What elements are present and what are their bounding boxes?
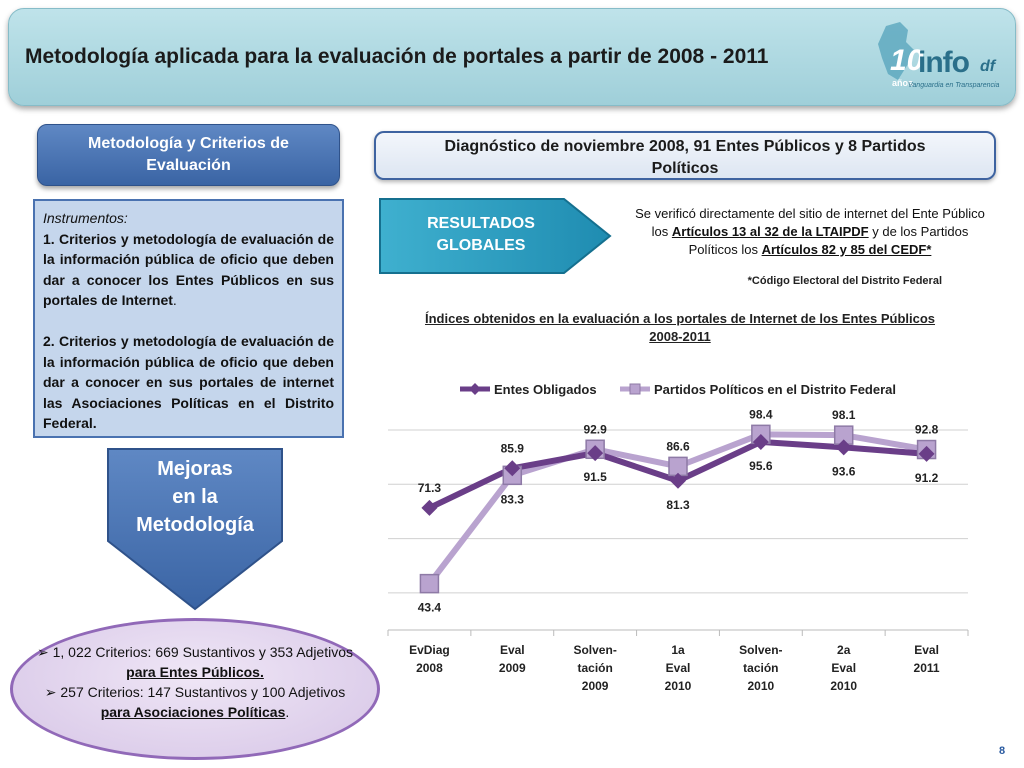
instrument-item-1: 1. Criterios y metodología de evaluación… [43,230,334,309]
data-label: 98.4 [749,407,773,421]
methodology-heading: Metodología y Criterios de Evaluación [37,124,340,186]
data-point [752,433,769,450]
data-label: 71.3 [418,481,442,495]
diagnostic-title: Diagnóstico de noviembre 2008, 91 Entes … [374,131,996,180]
resultados-label: RESULTADOS GLOBALES [427,215,535,254]
verification-text: Se verificó directamente del sitio de in… [635,206,985,257]
data-label: 93.6 [832,464,856,478]
criteria-text: ➢ 1, 022 Criterios: 669 Sustantivos y 35… [30,642,360,722]
data-label: 91.2 [915,471,939,485]
data-label: 86.6 [666,439,690,453]
arrow-bullet-icon: ➢ [44,684,61,700]
legend-marker [629,383,641,395]
logo-tagline: Vanguardia en Transparencia [908,82,1000,89]
criteria-line-2: ➢ 257 Criterios: 147 Sustantivos y 100 A… [44,684,346,720]
logo-years: 10 [890,44,924,77]
data-label: 95.6 [749,459,773,473]
data-label: 92.8 [915,423,939,437]
data-label: 91.5 [583,470,607,484]
data-label: 98.1 [832,408,856,422]
data-point [421,499,438,516]
x-tick-label: Eval [500,643,525,657]
data-point [587,445,604,462]
mejoras-label: Mejoras en la Metodología [136,458,254,536]
chart-title: Índices obtenidos en la evaluación a los… [424,311,936,344]
x-tick-label: tación [743,661,778,675]
x-tick-label: 2010 [830,679,857,693]
x-tick-label: Eval [914,643,939,657]
legend-label: Entes Obligados [494,382,597,397]
resultados-arrow [379,198,612,274]
header-banner: Metodología aplicada para la evaluación … [8,8,1016,106]
page-number: 8 [999,745,1006,757]
x-tick-label: 2009 [499,661,526,675]
instruments-label: Instrumentos: [43,210,128,226]
x-tick-label: Eval [831,661,856,675]
data-label: 81.3 [666,498,690,512]
x-tick-label: 2010 [665,679,692,693]
criteria-ellipse [10,618,380,760]
instruments-box: Instrumentos: 1. Criterios y metodología… [33,199,344,438]
legend-marker [469,383,481,395]
x-tick-label: EvDiag [409,643,450,657]
criteria-line-1: ➢ 1, 022 Criterios: 669 Sustantivos y 35… [36,644,354,680]
data-label: 43.4 [418,601,442,615]
data-point [918,445,935,462]
x-tick-label: Solven- [739,643,782,657]
x-tick-label: 2009 [582,679,609,693]
logo-years-word: años [892,78,914,88]
infodf-logo: 10 años info df Vanguardia en Transparen… [868,18,1008,96]
x-tick-label: 1a [671,643,685,657]
x-tick-label: Eval [666,661,691,675]
mejoras-pentagon [107,448,283,611]
data-label: 85.9 [501,441,525,455]
data-point [670,472,686,489]
x-tick-label: Solven- [573,643,616,657]
data-point [419,573,440,594]
line-chart: EvDiag 2008 Eval 2009 Solven-tación 2009 1a Eva… [387,382,969,693]
x-tick-label: 2011 [914,661,940,675]
x-tick-label: 2008 [416,661,443,675]
data-point [504,460,521,477]
data-point [668,456,688,477]
x-tick-label: 2a [837,643,851,657]
x-tick-label: tación [577,661,612,675]
arrow-bullet-icon: ➢ [36,644,53,660]
instrument-item-2: 2. Criterios y metodología de evaluación… [43,332,334,432]
page-title: Metodología aplicada para la evaluación … [25,45,769,68]
codigo-note: *Código Electoral del Distrito Federal [747,275,942,287]
x-tick-label: 2010 [748,679,775,693]
data-label: 83.3 [501,492,525,506]
city-map-icon [878,22,914,80]
logo-text: info [918,46,970,79]
data-label: 92.9 [583,422,607,436]
logo-suffix: df [980,58,996,75]
legend-label: Partidos Políticos en el Distrito Federa… [654,382,896,397]
data-point [835,439,852,456]
